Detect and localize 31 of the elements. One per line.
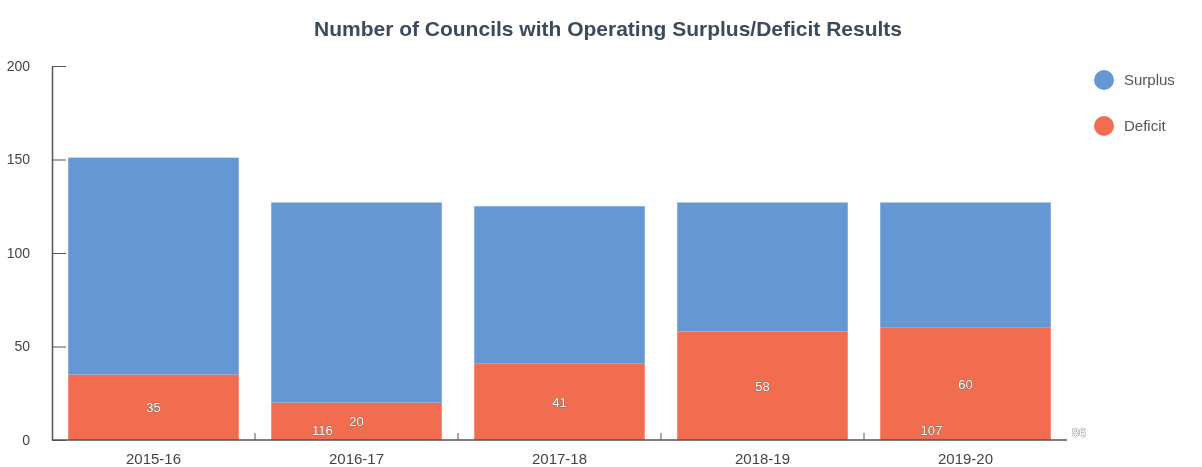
legend-label: Surplus [1124,71,1175,88]
bar [271,402,442,440]
annotation: 107 [920,423,943,438]
bar [677,331,848,440]
annotation: 116 [312,423,333,438]
bar [68,157,239,375]
legend-label: Deficit [1124,117,1167,134]
data-label: 20 [349,414,364,430]
bar [271,202,442,403]
data-label: 58 [755,378,770,394]
x-tick-label: 2015-16 [125,450,182,467]
text: 86 [1071,425,1087,440]
y-tick-label: 0 [22,431,31,448]
x-tick-label: 2017-18 [531,450,588,467]
y-tick-label: 100 [6,244,31,261]
x-tick-label: 2019-20 [937,450,994,467]
y-tick-label: 150 [6,151,31,168]
x-tick-label: 2016-17 [328,450,385,467]
bar [474,363,645,440]
bar [68,374,239,440]
x-tick-label: 2018-19 [734,450,791,467]
data-label: 35 [146,400,161,416]
bar [880,327,1051,440]
bar [677,202,848,332]
chart-title: Number of Councils with Operating Surplus/Deficit Results [313,17,903,40]
data-label: 60 [958,376,973,392]
bar [880,202,1051,328]
data-label: 41 [552,394,567,410]
bar [474,206,645,364]
y-tick-label: 200 [6,57,31,74]
y-tick-label: 50 [14,338,31,355]
